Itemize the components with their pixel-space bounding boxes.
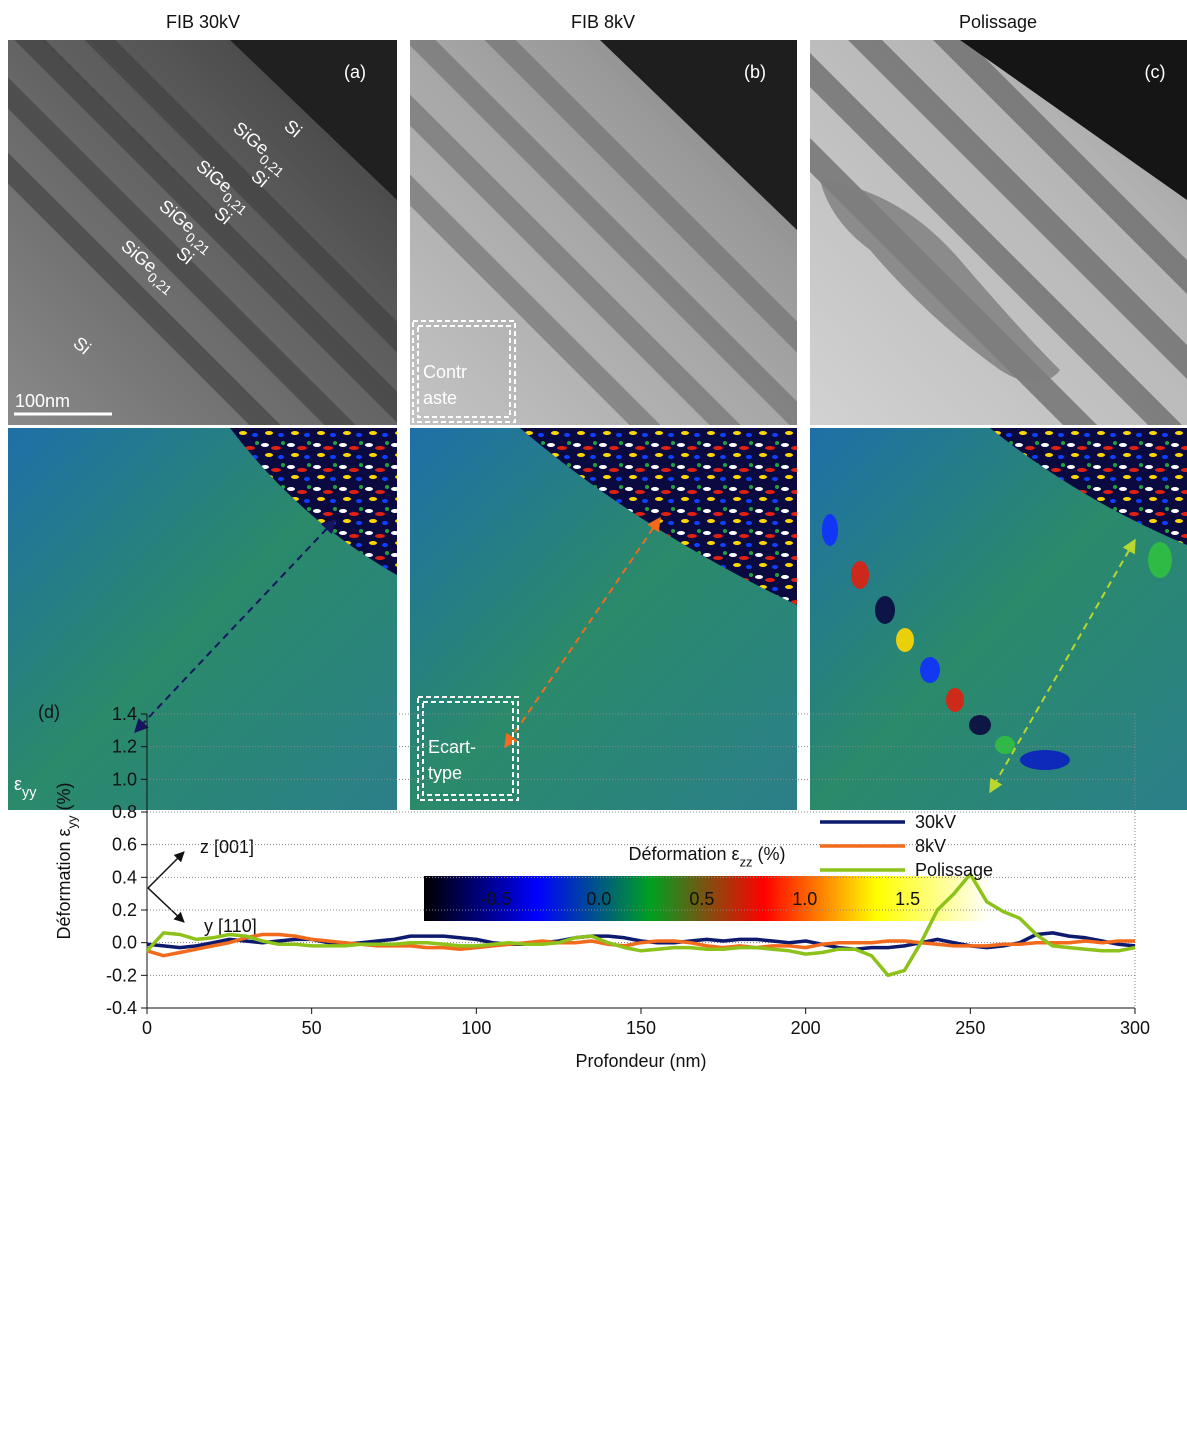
- panel-tag: (d): [38, 702, 60, 722]
- colorbar-tick-label: 1.0: [792, 889, 817, 909]
- x-tick-label: 200: [791, 1018, 821, 1038]
- axis-y: y [110]: [204, 916, 257, 936]
- box-label: aste: [423, 388, 457, 408]
- y-tick-label: 1.0: [112, 769, 137, 789]
- y-axis-label-main: Déformation ε: [54, 828, 74, 939]
- box-label: Contr: [423, 362, 467, 382]
- axis-z: z [001]: [200, 837, 254, 857]
- x-tick-label: 100: [461, 1018, 491, 1038]
- map-label-sub: yy: [22, 785, 37, 801]
- y-axis-label-suffix: (%): [54, 782, 74, 810]
- scale-bar-label: 100nm: [15, 391, 70, 411]
- colorbar-title: Déformation εzz (%): [628, 844, 785, 869]
- y-tick-label: 0.2: [112, 900, 137, 920]
- colorbar-tick-label: 0.5: [689, 889, 714, 909]
- colorbar-title-main: Déformation ε: [628, 844, 739, 864]
- x-tick-label: 0: [142, 1018, 152, 1038]
- box-label: Ecart-: [428, 737, 476, 757]
- colorbar-title-suffix: (%): [758, 844, 786, 864]
- map-label-main: ε: [14, 774, 22, 794]
- box-label: type: [428, 763, 462, 783]
- colorbar-title-sub: zz: [740, 854, 753, 869]
- map-label: εyy: [14, 774, 37, 801]
- profile-arrow: [989, 538, 1136, 794]
- panel-tag: (b): [744, 62, 766, 82]
- y-axis-label: Déformation εyy (%): [54, 782, 79, 939]
- image-a: [8, 40, 397, 425]
- y-axis-label-sub: yy: [64, 815, 79, 828]
- panel-tag: (c): [1145, 62, 1166, 82]
- x-axis-label: Profondeur (nm): [575, 1051, 706, 1071]
- x-tick-label: 150: [626, 1018, 656, 1038]
- legend-label: 30kV: [915, 812, 956, 832]
- panel-title: Polissage: [959, 12, 1037, 32]
- y-tick-label: -0.2: [106, 965, 137, 985]
- image-c: [810, 40, 1187, 425]
- axes-indicator: [147, 851, 185, 923]
- image-b: [410, 40, 797, 425]
- colorbar-tick-label: -0.5: [481, 889, 512, 909]
- colorbar-tick-label: 1.5: [895, 889, 920, 909]
- x-tick-label: 300: [1120, 1018, 1150, 1038]
- y-tick-label: 0.6: [112, 835, 137, 855]
- y-tick-label: 1.4: [112, 704, 137, 724]
- x-tick-label: 250: [955, 1018, 985, 1038]
- panel-title: FIB 8kV: [571, 12, 635, 32]
- y-tick-label: 1.2: [112, 737, 137, 757]
- profile-arrow: [504, 516, 661, 749]
- legend-label: Polissage: [915, 860, 993, 880]
- y-tick-label: -0.4: [106, 998, 137, 1018]
- legend-label: 8kV: [915, 836, 946, 856]
- x-tick-label: 50: [302, 1018, 322, 1038]
- y-tick-label: 0.4: [112, 867, 137, 887]
- panel-title: FIB 30kV: [166, 12, 240, 32]
- panel-tag: (a): [344, 62, 366, 82]
- colorbar-tick-label: 0.0: [586, 889, 611, 909]
- map-a: [8, 428, 397, 810]
- colorbar: [424, 876, 990, 921]
- y-tick-label: 0.8: [112, 802, 137, 822]
- y-tick-label: 0.0: [112, 933, 137, 953]
- map-c: [810, 428, 1187, 810]
- series-line: [146, 932, 1135, 958]
- profile-arrow: [134, 518, 336, 734]
- region-boxes: [412, 320, 519, 801]
- series-line: [145, 872, 1136, 978]
